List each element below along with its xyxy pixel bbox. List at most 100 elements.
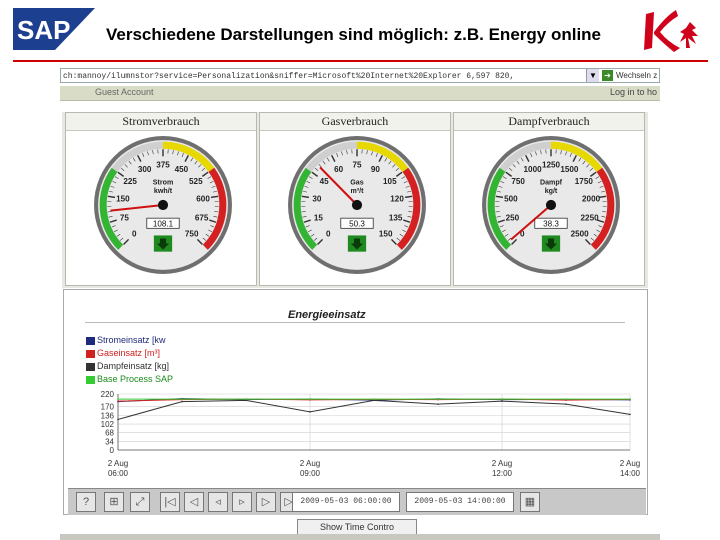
calendar-icon[interactable]: ▦ (520, 492, 540, 512)
gauge-tick (582, 160, 586, 165)
gauge-tick (190, 157, 194, 162)
gauge-tick (113, 229, 118, 233)
gauge-tick-label: 2250 (581, 214, 600, 223)
gauge-tick (301, 195, 310, 199)
gauge-tick (336, 153, 339, 158)
gauge-tick (147, 151, 149, 156)
gauge-tick-label: 2000 (582, 195, 601, 204)
gauge-tick-label: 2500 (571, 230, 590, 239)
previous-step-icon[interactable]: ◃ (208, 492, 228, 512)
gauge-unit-label: kg/t (545, 187, 558, 195)
gauge-tick (202, 237, 207, 241)
gauge-tick (318, 164, 322, 168)
info-button[interactable]: ? (76, 492, 96, 512)
gauge-tick (313, 237, 318, 241)
series-point (245, 398, 247, 400)
gauge-tick (326, 157, 330, 162)
gauge-tick (407, 190, 412, 193)
series-point (437, 398, 439, 400)
first-page-icon[interactable]: |◁ (160, 492, 180, 512)
gauge-tick (578, 157, 582, 162)
series-point (501, 398, 503, 400)
series-point (629, 398, 631, 400)
gauge-title: Gasverbrauch (260, 113, 450, 131)
gauge-tick (306, 180, 311, 184)
x-tick-label-time: 14:00 (620, 469, 640, 478)
y-tick-label: 34 (105, 437, 114, 446)
legend-item-dampf[interactable]: Dampfeinsatz [kg] (86, 361, 169, 371)
gauge-yellow-zone (162, 141, 215, 173)
gauge-center-label: Dampf (540, 179, 563, 187)
header-rule (13, 60, 708, 62)
gauge-tick-label: 90 (371, 165, 381, 174)
gauge-tick (302, 190, 307, 193)
down-arrow-shape (156, 238, 170, 250)
end-time-field[interactable]: 2009-05-03 14:00:00 (406, 492, 514, 512)
gauge-unit-label: m³/t (350, 187, 364, 195)
gauge-tick (508, 167, 513, 172)
gauge-red-zone (202, 167, 227, 250)
gauge-panel-dampf: Dampfverbrauch 0 250 500 750 1000 1250 1500 175… (453, 112, 645, 286)
gauge-tick (597, 219, 605, 223)
gauge-tick-label: 30 (312, 195, 322, 204)
address-dropdown-icon[interactable]: ▼ (586, 69, 599, 82)
y-tick-label: 68 (105, 429, 114, 438)
gauge-red-zone (396, 167, 421, 250)
gauge-tick (120, 167, 125, 172)
gauge-tick (504, 233, 509, 237)
gauge-tick (123, 238, 130, 245)
gauge-value-box (146, 217, 180, 229)
gauge-tick (395, 171, 403, 177)
start-time-field[interactable]: 2009-05-03 06:00:00 (292, 492, 400, 512)
gauge-tick (375, 153, 378, 158)
gauge-tick (511, 238, 518, 245)
gauge-tick (402, 229, 407, 233)
sap-logo: SAP (13, 8, 95, 50)
gauge-tick (408, 211, 413, 213)
gauge-tick (505, 171, 513, 177)
gauge-tick (108, 215, 113, 218)
gauge-tick (390, 238, 397, 245)
gauge-needle (510, 204, 552, 241)
gauge-tick (535, 151, 537, 156)
gauge-tick (560, 150, 562, 155)
zoom-fit-icon[interactable]: ⊞ (104, 492, 124, 512)
gauge-title: Stromverbrauch (66, 113, 256, 131)
gauge-tick (108, 190, 113, 193)
previous-page-icon[interactable]: ◁ (184, 492, 204, 512)
gauge-tick (525, 154, 530, 162)
gauge-value-box (534, 217, 568, 229)
gauge-tick (111, 225, 116, 228)
series-point (437, 403, 439, 405)
gauge-tick (601, 190, 606, 193)
gauge-tick (404, 195, 413, 199)
next-page-icon[interactable]: ▷ (256, 492, 276, 512)
gauge-tick (302, 215, 307, 218)
gauge-tick (388, 160, 392, 165)
gauge-value: 50.3 (349, 219, 365, 228)
gauge-tick (310, 233, 315, 237)
series-point (117, 418, 119, 421)
legend-item-base[interactable]: Base Process SAP (86, 374, 173, 384)
gauge-tick (314, 167, 319, 172)
gauge-tick (496, 215, 501, 218)
gauge-red-zone (590, 167, 615, 250)
legend-item-strom[interactable]: Stromeinsatz [kw (86, 335, 166, 345)
legend-item-gas[interactable]: Gaseinsatz [m³] (86, 348, 160, 358)
bottom-bar (60, 534, 660, 540)
address-bar[interactable]: ch:mannoy/ilumnstor?service=Personalizat… (60, 68, 660, 83)
next-step-icon[interactable]: ▹ (232, 492, 252, 512)
gauge-unit-label: kwh/t (154, 187, 173, 195)
show-time-control-tab[interactable]: Show Time Contro (297, 519, 417, 535)
gauge-hub (157, 199, 169, 211)
gauge-tick-label: 0 (326, 230, 331, 239)
expand-icon[interactable]: ⤢ (130, 492, 150, 512)
login-link[interactable]: Log in to ho (610, 87, 658, 97)
go-button[interactable]: ➔ Wechseln z (602, 68, 662, 83)
series-point (309, 398, 311, 400)
gauge-tick (366, 150, 368, 155)
time-toolbar: ? ⊞ ⤢ |◁ ◁ ◃ ▹ ▷ ▷| 2009-05-03 06:00:00 … (68, 488, 646, 515)
gauge-tick (403, 180, 408, 184)
